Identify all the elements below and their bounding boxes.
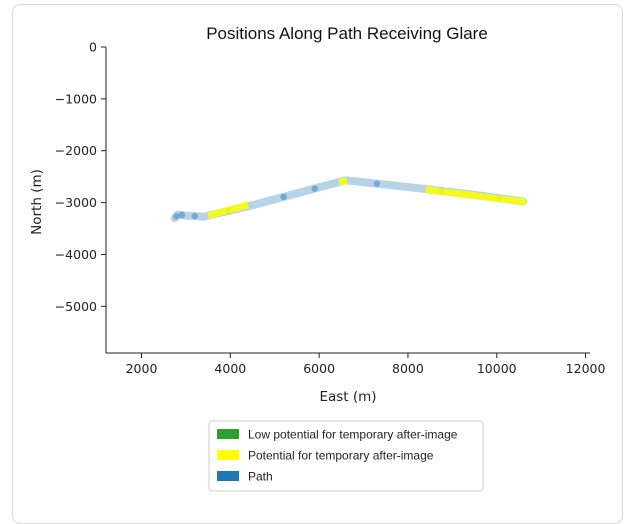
- y-tick-label: −3000: [55, 195, 97, 210]
- legend: Low potential for temporary after-image P…: [208, 420, 484, 492]
- path-point: [311, 185, 318, 192]
- x-tick-label: 4000: [214, 361, 246, 376]
- legend-swatch: [217, 450, 239, 460]
- y-tick-label: −4000: [55, 247, 97, 262]
- legend-label: Path: [248, 470, 273, 484]
- y-tick-label: −1000: [55, 91, 97, 106]
- path-point: [173, 213, 180, 220]
- x-axis-label: East (m): [319, 389, 376, 405]
- legend-swatch: [217, 429, 239, 439]
- legend-label: Potential for temporary after-image: [248, 449, 434, 463]
- plot-area: [170, 176, 528, 223]
- chart-title: Positions Along Path Receiving Glare: [206, 24, 488, 43]
- y-tick-label: −2000: [55, 143, 97, 158]
- glare-segment: [425, 186, 527, 206]
- y-axis-label: North (m): [29, 169, 45, 235]
- x-tick-label: 10000: [477, 361, 517, 376]
- path-point: [280, 193, 287, 201]
- y-ticks: 0 −1000 −2000 −3000 −4000 −5000: [55, 40, 106, 314]
- legend-label: Low potential for temporary after-image: [248, 428, 458, 442]
- path-point: [373, 180, 381, 187]
- path-point: [178, 211, 186, 219]
- glare-path-chart: Positions Along Path Receiving Glare 200…: [29, 24, 606, 492]
- legend-box: [208, 420, 484, 492]
- x-tick-label: 12000: [566, 361, 606, 376]
- glare-segment: [337, 176, 348, 187]
- glare-segment: [207, 201, 250, 219]
- x-tick-label: 2000: [126, 361, 158, 376]
- y-tick-label: −5000: [55, 299, 97, 314]
- x-ticks: 2000 4000 6000 8000 10000 12000: [126, 353, 606, 376]
- x-tick-label: 6000: [303, 361, 335, 376]
- path-point: [191, 212, 198, 220]
- y-tick-label: 0: [89, 40, 97, 55]
- x-tick-label: 8000: [392, 361, 424, 376]
- legend-swatch: [217, 471, 239, 481]
